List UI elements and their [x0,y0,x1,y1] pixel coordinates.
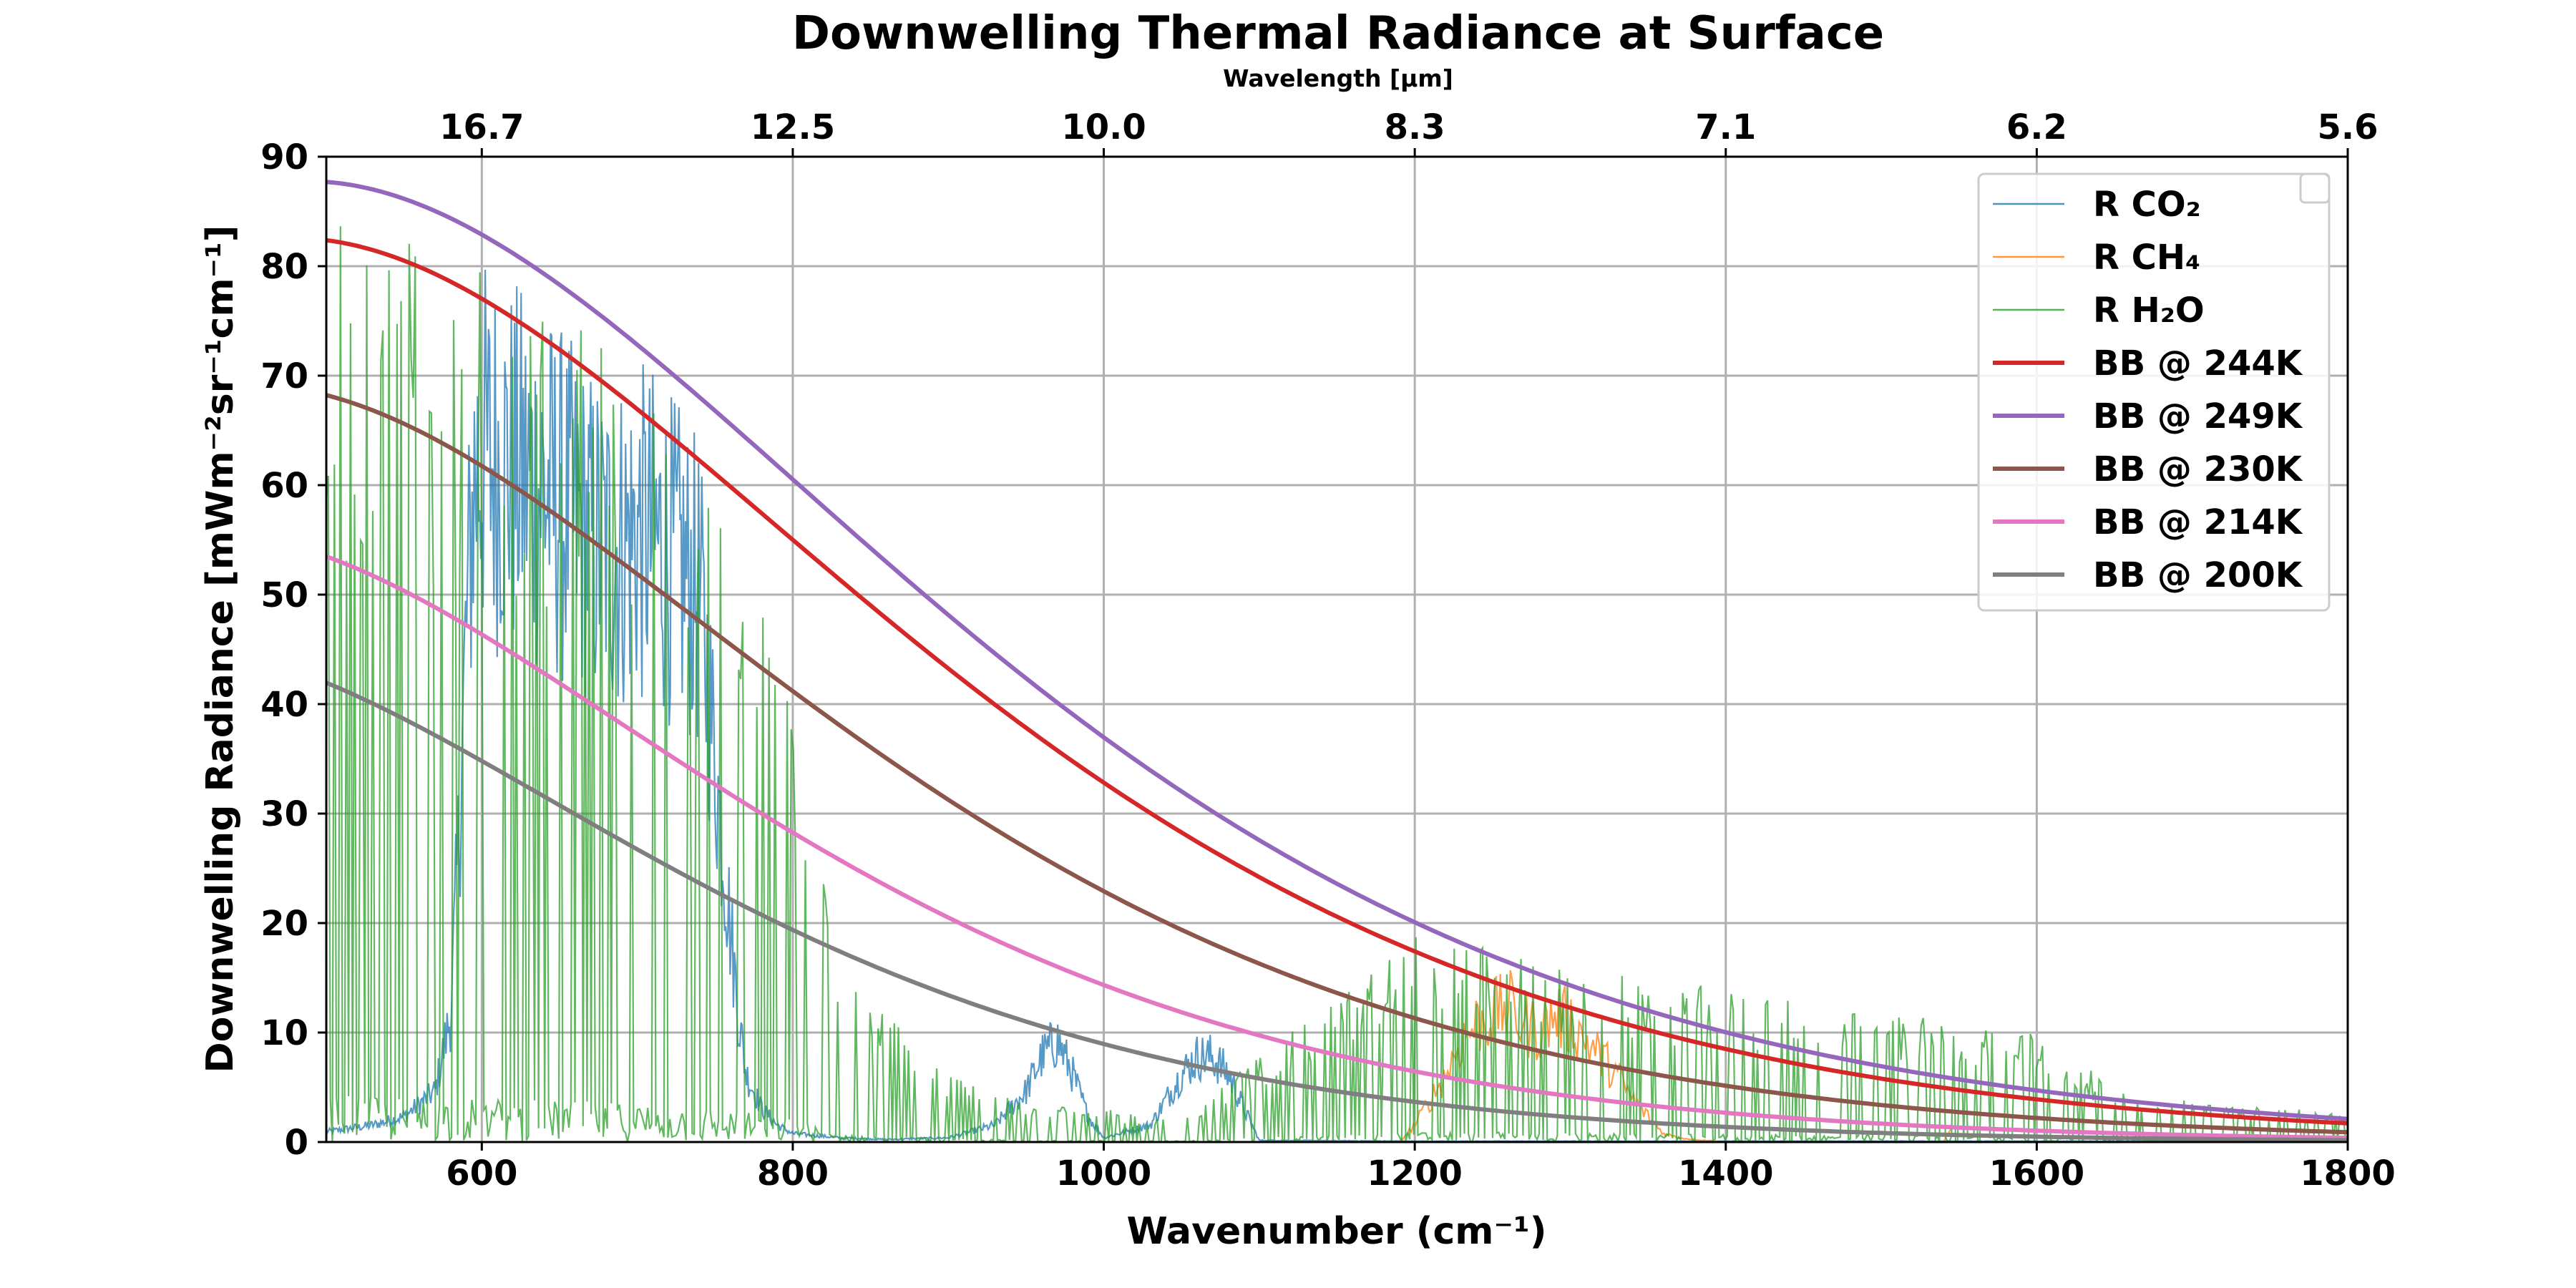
y-tick-label: 0 [285,1123,308,1163]
y-tick-label: 90 [260,137,308,177]
x-tick-label: 1200 [1367,1153,1463,1194]
legend: R CO₂ R CH₄ R H₂O BB @ 244K BB @ 249K BB @ 23… [1977,172,2331,612]
x-axis-label: Wavenumber (cm⁻¹) [1127,1210,1547,1253]
top-tick-label: 5.6 [2317,107,2378,147]
x-tick-label: 800 [757,1153,829,1194]
legend-label: BB @ 200K [2093,555,2303,595]
y-tick-label: 10 [260,1013,308,1053]
top-tick-label: 7.1 [1695,107,1756,147]
plot-frame [325,155,2349,1143]
y-tick-label: 80 [260,247,308,287]
y-tick-label: 20 [260,904,308,944]
legend-empty-entry-icon [2299,172,2331,204]
legend-label: BB @ 244K [2093,343,2303,384]
blackbody-line [326,393,2348,1135]
top-tick-label: 6.2 [2006,107,2067,147]
x-tick-label: 1800 [2300,1153,2396,1194]
legend-box [1977,172,2331,612]
x-tick-label: 1400 [1678,1153,1774,1194]
x-tick-label: 1600 [1989,1153,2085,1194]
blackbody-line [326,238,2348,1126]
legend-label: R CO₂ [2093,185,2201,225]
y-axis-label: Downwelling Radiance [mWm⁻²sr⁻¹cm⁻¹] [199,225,242,1073]
top-tick-label: 16.7 [439,107,524,147]
blackbody-line [326,554,2348,1141]
series-layer [326,180,2348,1142]
chart-title: Downwelling Thermal Radiance at Surface [792,7,1884,60]
y-tick-label: 40 [260,685,308,725]
legend-label: BB @ 230K [2093,449,2303,489]
legend-label: BB @ 249K [2093,396,2303,436]
y-tick-label: 60 [260,466,308,506]
legend-label: R CH₄ [2093,238,2200,278]
y-tick-label: 70 [260,356,308,396]
top-tick-label: 10.0 [1061,107,1146,147]
spectrum-line [326,226,2348,1142]
y-tick-label: 50 [260,575,308,615]
top-axis-label: Wavelength [μm] [1223,64,1453,92]
x-tick-label: 600 [446,1153,517,1194]
blackbody-line [326,180,2348,1121]
top-tick-label: 8.3 [1385,107,1445,147]
x-tick-label: 1000 [1056,1153,1152,1194]
top-tick-label: 12.5 [751,107,835,147]
legend-label: R H₂O [2093,291,2205,331]
legend-items: R CO₂ R CH₄ R H₂O BB @ 244K BB @ 249K BB @ 23… [1993,185,2303,595]
blackbody-line [326,680,2348,1142]
legend-label: BB @ 214K [2093,502,2303,542]
y-tick-label: 30 [260,794,308,834]
